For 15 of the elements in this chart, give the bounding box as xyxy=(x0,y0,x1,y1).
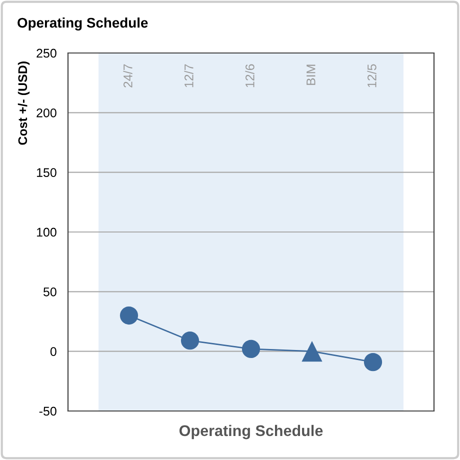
y-tick-label: 250 xyxy=(36,48,56,58)
y-tick-label: 50 xyxy=(43,287,56,296)
y-tick-label: 150 xyxy=(36,168,56,177)
x-tick-label: 24/7 xyxy=(123,64,132,88)
x-tick-label: BIM xyxy=(306,64,316,85)
x-axis-title: Operating Schedule xyxy=(18,17,148,31)
text: Operating Schedule xyxy=(179,424,323,440)
y-axis-title: Cost +/- (USD) xyxy=(18,62,30,145)
y-tick-label: 200 xyxy=(36,108,56,118)
x-tick-label: 12/5 xyxy=(367,64,376,88)
x-tick-label: 12/7 xyxy=(184,64,194,88)
y-tick-label: -50 xyxy=(39,406,56,416)
x-tick-label: 12/6 xyxy=(245,64,254,88)
y-tick-label: 100 xyxy=(36,228,56,237)
y-tick-label: 0 xyxy=(50,347,56,356)
